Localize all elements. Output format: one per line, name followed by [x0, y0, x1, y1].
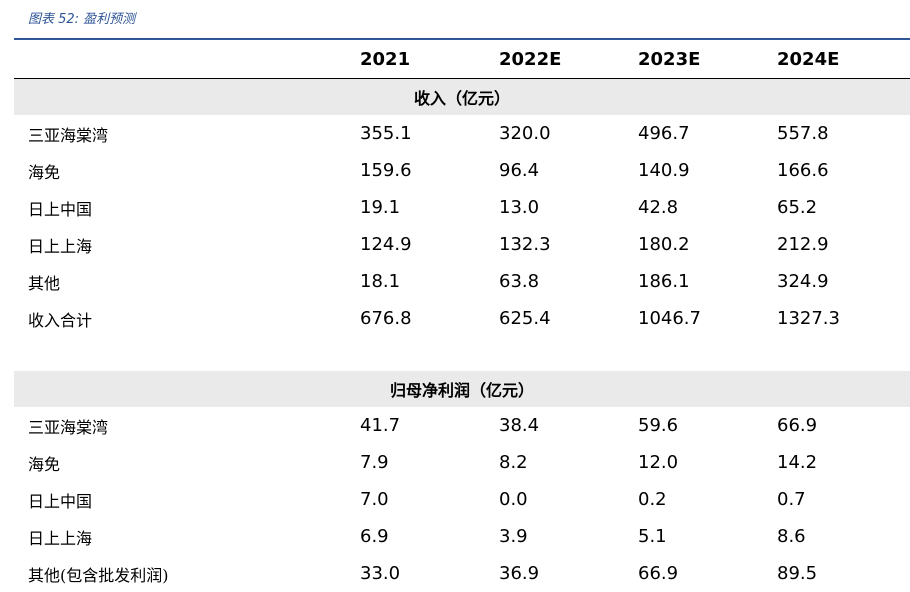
value-cell: 36.9 [489, 555, 628, 592]
header-2021: 2021 [350, 40, 489, 79]
value-cell: 66.9 [628, 555, 767, 592]
value-cell: 320.0 [489, 115, 628, 152]
value-cell: 180.2 [628, 226, 767, 263]
value-cell: 89.5 [767, 555, 910, 592]
value-cell: 38.4 [489, 407, 628, 444]
value-cell: 159.6 [350, 152, 489, 189]
value-cell: 186.1 [628, 263, 767, 300]
value-cell: 41.7 [350, 407, 489, 444]
row-label: 日上上海 [14, 226, 350, 263]
value-cell: 33.0 [350, 555, 489, 592]
value-cell: 42.8 [628, 189, 767, 226]
value-cell: 65.2 [767, 189, 910, 226]
value-cell: 8.2 [489, 444, 628, 481]
value-cell: 676.8 [350, 300, 489, 337]
value-cell: 324.9 [767, 263, 910, 300]
value-cell: 625.4 [489, 300, 628, 337]
row-label: 其他(包含批发利润) [14, 555, 350, 592]
row-label: 海免 [14, 152, 350, 189]
value-cell: 1046.7 [628, 300, 767, 337]
value-cell: 3.9 [489, 518, 628, 555]
value-cell: 7.9 [350, 444, 489, 481]
row-label: 三亚海棠湾 [14, 407, 350, 444]
value-cell: 140.9 [628, 152, 767, 189]
section-header-row: 归母净利润（亿元） [14, 371, 910, 407]
value-cell: 5.1 [628, 518, 767, 555]
value-cell: 18.1 [350, 263, 489, 300]
value-cell: 496.7 [628, 115, 767, 152]
row-label: 三亚海棠湾 [14, 115, 350, 152]
header-2022e: 2022E [489, 40, 628, 79]
value-cell: 13.0 [489, 189, 628, 226]
value-cell: 12.0 [628, 444, 767, 481]
value-cell: 132.3 [489, 226, 628, 263]
value-cell: 96.4 [489, 152, 628, 189]
row-label: 其他 [14, 263, 350, 300]
row-label: 海免 [14, 444, 350, 481]
header-blank [14, 40, 350, 79]
value-cell: 212.9 [767, 226, 910, 263]
header-row: 2021 2022E 2023E 2024E [14, 40, 910, 79]
value-cell: 19.1 [350, 189, 489, 226]
value-cell: 355.1 [350, 115, 489, 152]
value-cell: 59.6 [628, 407, 767, 444]
row-label: 收入合计 [14, 300, 350, 337]
value-cell: 63.8 [489, 263, 628, 300]
section-spacer [14, 337, 910, 371]
value-cell: 7.0 [350, 481, 489, 518]
value-cell: 0.7 [767, 481, 910, 518]
value-cell: 0.0 [489, 481, 628, 518]
header-2024e: 2024E [767, 40, 910, 79]
section-header-row: 收入（亿元） [14, 79, 910, 116]
row-label: 日上中国 [14, 481, 350, 518]
value-cell: 557.8 [767, 115, 910, 152]
figure-title: 图表 52: 盈利预测 [28, 8, 135, 27]
row-label: 日上中国 [14, 189, 350, 226]
value-cell: 66.9 [767, 407, 910, 444]
row-label: 日上上海 [14, 518, 350, 555]
section-title: 收入（亿元） [14, 79, 910, 116]
value-cell: 166.6 [767, 152, 910, 189]
value-cell: 124.9 [350, 226, 489, 263]
value-cell: 14.2 [767, 444, 910, 481]
value-cell: 1327.3 [767, 300, 910, 337]
section-title: 归母净利润（亿元） [14, 371, 910, 407]
value-cell: 8.6 [767, 518, 910, 555]
value-cell: 6.9 [350, 518, 489, 555]
value-cell: 0.2 [628, 481, 767, 518]
header-2023e: 2023E [628, 40, 767, 79]
